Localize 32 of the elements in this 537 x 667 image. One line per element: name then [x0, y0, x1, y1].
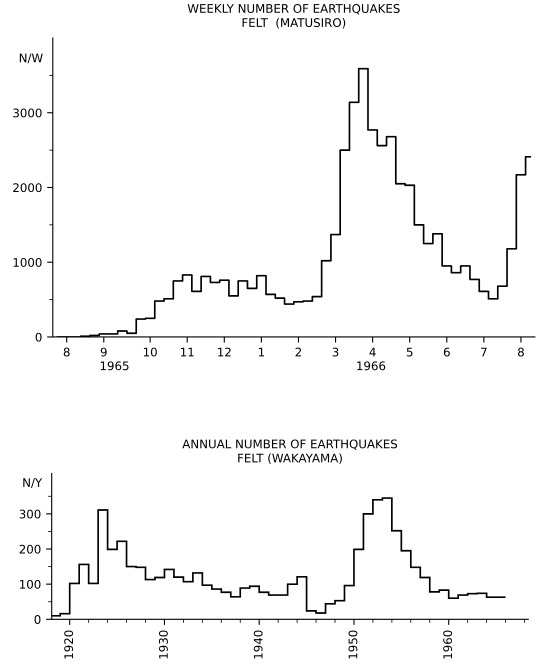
x-tick-label: 1940: [254, 630, 263, 658]
x-tick-label: 7: [481, 348, 487, 356]
y-axis-title: N/W: [20, 54, 43, 64]
x-tick-label: 12: [218, 348, 231, 356]
y-tick-label: 0: [34, 615, 40, 624]
chart-title: ANNUAL NUMBER OF EARTHQUAKES FELT (WAKAYAMA): [182, 439, 398, 464]
y-axis-title: N/Y: [23, 478, 42, 488]
y-tick-label: 0: [36, 332, 42, 342]
x-tick-label: 1920: [64, 630, 74, 658]
chart-title: WEEKLY NUMBER OF EARTHQUAKES FELT (MATUSIRO): [188, 4, 400, 28]
x-tick-label: 3: [332, 348, 338, 357]
x-tick-label: 2: [296, 348, 302, 356]
x-tick-label: 4: [369, 348, 376, 356]
y-tick-label: 200: [20, 544, 40, 554]
x-tick-label: 10: [144, 348, 157, 357]
x-tick-label: 6: [444, 348, 450, 357]
x-tick-label: 1950: [348, 630, 358, 658]
text: 1966: [357, 361, 386, 370]
x-tick-label: 1960: [443, 630, 452, 658]
x-tick-label: 1930: [158, 630, 168, 658]
y-tick-label: 1000: [14, 258, 42, 267]
x-tick-label: 9: [100, 348, 107, 357]
y-tick-label: 100: [20, 580, 40, 589]
x-tick-label: 1: [258, 348, 264, 356]
text: 1965: [100, 361, 128, 370]
y-tick-label: 3000: [13, 108, 42, 118]
x-tick-label: 5: [406, 348, 412, 357]
y-tick-label: 300: [20, 510, 40, 519]
x-tick-label: 8: [64, 348, 70, 357]
x-tick-label: 8: [518, 348, 524, 357]
x-tick-label: 11: [181, 348, 194, 356]
y-tick-label: 2000: [13, 183, 42, 192]
